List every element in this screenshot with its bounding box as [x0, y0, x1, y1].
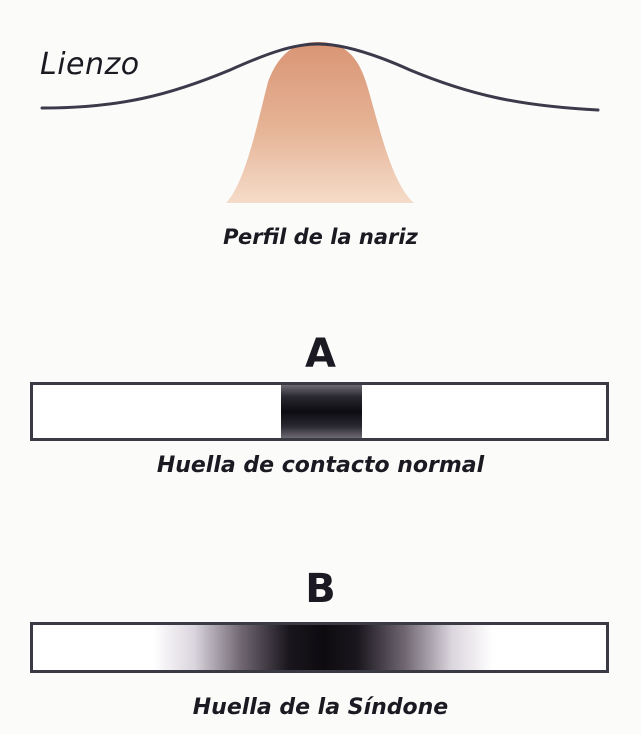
- canvas-label: Lienzo: [40, 47, 140, 82]
- panel-a-caption: Huella de contacto normal: [156, 453, 485, 478]
- normal-contact-strip: [30, 382, 609, 441]
- panel-b-caption: Huella de la Síndone: [192, 695, 449, 720]
- nose-shape: [226, 42, 414, 203]
- canvas-line: [40, 42, 600, 112]
- shroud-imprint-mark: [153, 625, 493, 670]
- nose-profile-caption: Perfil de la nariz: [223, 225, 418, 249]
- normal-contact-mark: [281, 385, 362, 438]
- panel-b-letter: B: [305, 566, 336, 612]
- panel-a-letter: A: [305, 331, 336, 377]
- nose-profile-diagram: [40, 42, 600, 203]
- shroud-imprint-strip: [30, 622, 609, 673]
